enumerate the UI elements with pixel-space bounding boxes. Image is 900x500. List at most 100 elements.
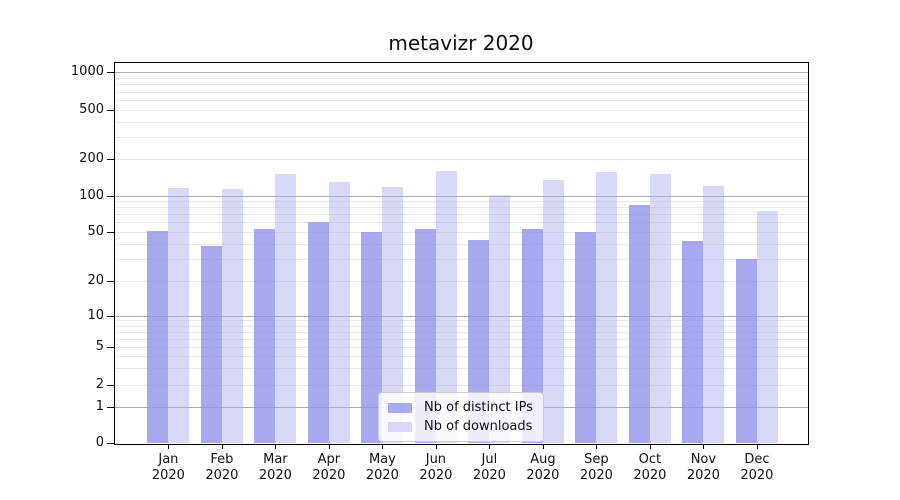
x-tick-mark	[382, 444, 384, 449]
bar-nb-of-downloads-nov	[703, 186, 725, 444]
y-tick-label: 0	[95, 435, 104, 451]
x-tick-mark	[328, 444, 330, 449]
y-tick-mark	[107, 159, 114, 160]
minor-gridline	[115, 384, 808, 386]
chart-title: metavizr 2020	[388, 31, 534, 55]
minor-gridline	[115, 367, 808, 369]
x-tick-mark	[489, 444, 491, 449]
x-tick-mark	[703, 444, 705, 449]
x-tick-mark	[168, 444, 170, 449]
x-tick-label: Jun 2020	[419, 452, 453, 483]
y-tick-label: 100	[79, 187, 104, 203]
bar-nb-of-distinct-ips-oct	[628, 204, 650, 444]
y-tick-label: 1000	[70, 64, 104, 80]
bar-nb-of-downloads-apr	[328, 181, 350, 444]
y-tick-label: 20	[87, 272, 104, 288]
x-tick-mark	[649, 444, 651, 449]
y-tick-label: 1	[95, 399, 104, 415]
y-tick-mark	[107, 72, 114, 74]
minor-gridline	[115, 137, 808, 139]
y-tick-mark	[107, 110, 114, 111]
bar-nb-of-downloads-jul	[489, 194, 511, 444]
x-tick-label: Dec 2020	[740, 452, 774, 483]
minor-gridline	[115, 355, 808, 357]
minor-gridline	[115, 331, 808, 333]
minor-gridline	[115, 231, 808, 233]
minor-gridline	[115, 346, 808, 348]
y-tick-label: 5	[95, 338, 104, 354]
minor-gridline	[115, 243, 808, 245]
y-tick-mark	[107, 384, 114, 386]
bar-nb-of-downloads-jan	[168, 187, 190, 444]
minor-gridline	[115, 159, 808, 160]
bar-nb-of-downloads-jun	[435, 171, 457, 444]
bar-nb-of-distinct-ips-dec	[735, 259, 757, 444]
x-tick-label: Nov 2020	[686, 452, 720, 483]
bar-nb-of-downloads-aug	[542, 179, 564, 444]
minor-gridline	[115, 110, 808, 111]
y-tick-label: 50	[87, 223, 104, 239]
bar-nb-of-downloads-mar	[275, 173, 297, 444]
y-tick-label: 2	[95, 376, 104, 392]
y-tick-mark	[107, 195, 114, 197]
major-gridline	[115, 72, 808, 74]
minor-gridline	[115, 201, 808, 203]
bar-nb-of-distinct-ips-feb	[200, 246, 222, 444]
x-tick-label: Aug 2020	[526, 452, 560, 483]
x-tick-mark	[756, 444, 758, 449]
bar-nb-of-distinct-ips-sep	[575, 231, 597, 444]
x-tick-label: Jul 2020	[472, 452, 506, 483]
bar-nb-of-distinct-ips-apr	[307, 222, 329, 444]
minor-gridline	[115, 121, 808, 123]
plot-area	[114, 62, 809, 445]
x-tick-label: Feb 2020	[205, 452, 239, 483]
minor-gridline	[115, 214, 808, 216]
x-tick-label: Sep 2020	[579, 452, 613, 483]
x-tick-mark	[435, 444, 437, 449]
legend-row: Nb of downloads	[388, 417, 534, 436]
minor-gridline	[115, 320, 808, 322]
minor-gridline	[115, 207, 808, 209]
bar-nb-of-distinct-ips-mar	[254, 228, 276, 444]
bar-nb-of-downloads-sep	[596, 171, 618, 444]
minor-gridline	[115, 84, 808, 86]
bar-nb-of-distinct-ips-jun	[414, 228, 436, 444]
y-tick-mark	[107, 443, 114, 445]
y-tick-label: 10	[87, 307, 104, 323]
bar-nb-of-distinct-ips-nov	[682, 241, 704, 444]
x-tick-mark	[221, 444, 223, 449]
minor-gridline	[115, 100, 808, 102]
x-tick-mark	[596, 444, 598, 449]
bar-nb-of-distinct-ips-may	[361, 231, 383, 444]
legend-row: Nb of distinct IPs	[388, 398, 534, 417]
y-tick-mark	[107, 346, 114, 348]
y-tick-mark	[107, 280, 114, 282]
y-tick-mark	[107, 231, 114, 233]
bar-nb-of-downloads-may	[382, 186, 404, 444]
bar-nb-of-distinct-ips-aug	[521, 228, 543, 444]
major-gridline	[115, 315, 808, 317]
x-tick-label: May 2020	[365, 452, 399, 483]
minor-gridline	[115, 338, 808, 340]
minor-gridline	[115, 280, 808, 282]
x-tick-label: Mar 2020	[258, 452, 292, 483]
y-tick-label: 500	[79, 102, 104, 117]
minor-gridline	[115, 78, 808, 80]
minor-gridline	[115, 325, 808, 327]
legend-label: Nb of distinct IPs	[424, 400, 533, 415]
y-tick-mark	[107, 407, 114, 409]
minor-gridline	[115, 91, 808, 93]
legend-swatch	[388, 421, 412, 432]
bar-nb-of-distinct-ips-jan	[147, 230, 169, 444]
x-tick-label: Jan 2020	[151, 452, 185, 483]
major-gridline	[115, 195, 808, 197]
x-tick-label: Oct 2020	[633, 452, 667, 483]
bar-nb-of-downloads-feb	[221, 188, 243, 444]
legend-label: Nb of downloads	[424, 419, 533, 434]
legend: Nb of distinct IPs Nb of downloads	[378, 392, 544, 442]
minor-gridline	[115, 222, 808, 224]
bar-nb-of-downloads-dec	[756, 210, 778, 444]
x-tick-label: Apr 2020	[312, 452, 346, 483]
x-tick-mark	[542, 444, 544, 449]
